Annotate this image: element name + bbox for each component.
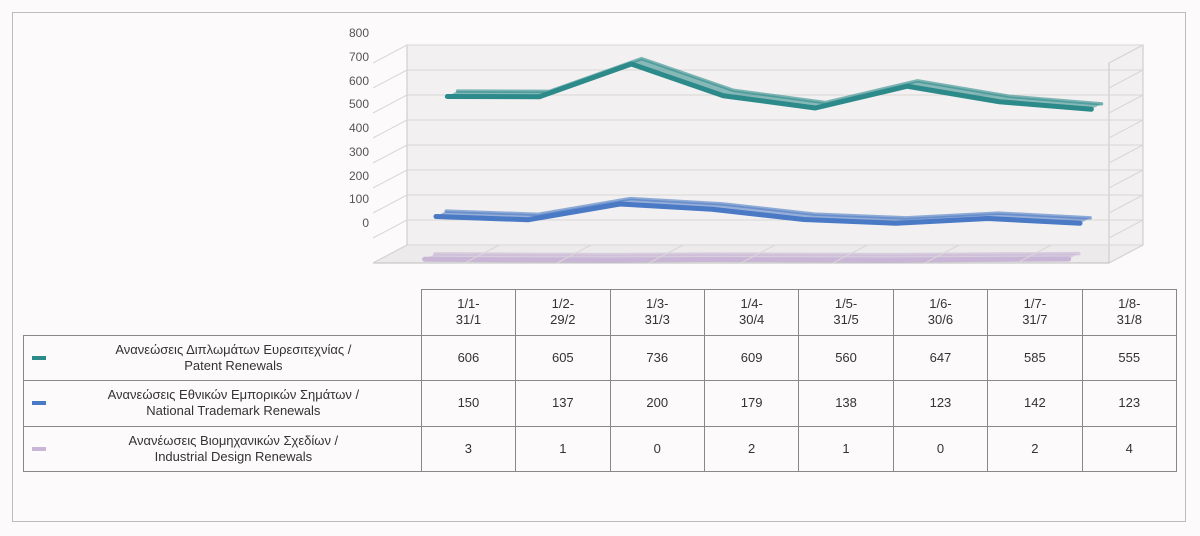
table-category-header: 1/4-30/4 [704, 290, 798, 336]
data-cell: 137 [516, 381, 610, 427]
data-cell: 605 [516, 335, 610, 381]
y-axis-tick: 300 [329, 145, 369, 159]
chart-plot-area: 0100200300400500600700800 [373, 43, 1153, 273]
data-cell: 606 [421, 335, 515, 381]
data-cell: 647 [893, 335, 987, 381]
data-cell: 736 [610, 335, 704, 381]
y-axis-tick: 100 [329, 192, 369, 206]
data-table: 1/1-31/1 1/2-29/2 1/3-31/3 1/4-30/4 1/5-31/5… [23, 289, 1177, 472]
y-axis-tick: 200 [329, 169, 369, 183]
table-category-header: 1/1-31/1 [421, 290, 515, 336]
table-category-header: 1/5-31/5 [799, 290, 893, 336]
legend-swatch [32, 356, 46, 360]
data-cell: 179 [704, 381, 798, 427]
data-cell: 142 [988, 381, 1082, 427]
data-cell: 1 [799, 426, 893, 472]
category-label: 1/6-30/6 [928, 296, 953, 327]
data-cell: 2 [704, 426, 798, 472]
data-cell: 150 [421, 381, 515, 427]
data-cell: 0 [893, 426, 987, 472]
series-label-cell: Ανανέωσεις Βιομηχανικών Σχεδίων /Industr… [24, 426, 422, 472]
data-cell: 2 [988, 426, 1082, 472]
y-axis-tick: 400 [329, 121, 369, 135]
data-cell: 4 [1082, 426, 1176, 472]
data-cell: 200 [610, 381, 704, 427]
table-category-header: 1/8-31/8 [1082, 290, 1176, 336]
category-label: 1/3-31/3 [645, 296, 670, 327]
series-label: Ανανέωσεις Βιομηχανικών Σχεδίων /Industr… [129, 433, 339, 464]
data-cell: 560 [799, 335, 893, 381]
data-cell: 3 [421, 426, 515, 472]
table-corner-blank [24, 290, 422, 336]
table-row: Ανανεώσεις Εθνικών Εμπορικών Σημάτων /Na… [24, 381, 1177, 427]
category-label: 1/2-29/2 [550, 296, 575, 327]
table-category-header: 1/7-31/7 [988, 290, 1082, 336]
data-cell: 585 [988, 335, 1082, 381]
legend-swatch [32, 401, 46, 405]
category-label: 1/4-30/4 [739, 296, 764, 327]
y-axis-tick: 600 [329, 74, 369, 88]
table-header-row: 1/1-31/1 1/2-29/2 1/3-31/3 1/4-30/4 1/5-31/5… [24, 290, 1177, 336]
y-axis-tick: 700 [329, 50, 369, 64]
table-category-header: 1/2-29/2 [516, 290, 610, 336]
chart-with-datatable: 0100200300400500600700800 1/1-31/11/2-29… [12, 12, 1186, 522]
y-axis-tick: 0 [329, 216, 369, 230]
category-label: 1/7-31/7 [1022, 296, 1047, 327]
category-label: 1/5-31/5 [833, 296, 858, 327]
legend-swatch [32, 447, 46, 451]
y-axis-tick: 800 [329, 26, 369, 40]
chart-svg [373, 43, 1153, 273]
data-cell: 0 [610, 426, 704, 472]
table-row: Ανανέωσεις Βιομηχανικών Σχεδίων /Industr… [24, 426, 1177, 472]
y-axis: 0100200300400500600700800 [329, 43, 369, 273]
y-axis-tick: 500 [329, 97, 369, 111]
table-category-header: 1/3-31/3 [610, 290, 704, 336]
table-category-header: 1/6-30/6 [893, 290, 987, 336]
data-cell: 138 [799, 381, 893, 427]
data-cell: 1 [516, 426, 610, 472]
series-label-cell: Ανανεώσεις Εθνικών Εμπορικών Σημάτων /Na… [24, 381, 422, 427]
data-cell: 123 [1082, 381, 1176, 427]
data-cell: 555 [1082, 335, 1176, 381]
data-cell: 123 [893, 381, 987, 427]
series-label-cell: Ανανεώσεις Διπλωμάτων Ευρεσιτεχνίας /Pat… [24, 335, 422, 381]
series-label: Ανανεώσεις Εθνικών Εμπορικών Σημάτων /Na… [108, 387, 360, 418]
data-cell: 609 [704, 335, 798, 381]
series-label: Ανανεώσεις Διπλωμάτων Ευρεσιτεχνίας /Pat… [115, 342, 351, 373]
table-row: Ανανεώσεις Διπλωμάτων Ευρεσιτεχνίας /Pat… [24, 335, 1177, 381]
category-label: 1/8-31/8 [1117, 296, 1142, 327]
category-label: 1/1-31/1 [456, 296, 481, 327]
